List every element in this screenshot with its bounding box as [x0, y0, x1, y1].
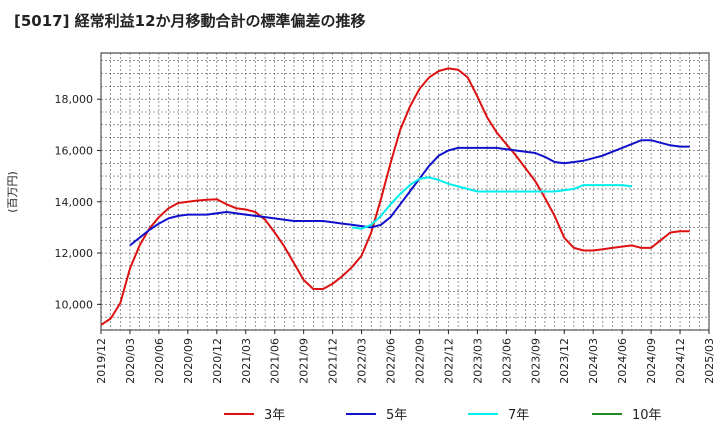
- legend-label: 10年: [632, 408, 662, 423]
- x-tick-label: 2020/12: [211, 338, 224, 384]
- x-tick-label: 2023/09: [529, 338, 542, 384]
- legend: 3年 5年 7年 10年: [224, 408, 662, 423]
- x-tick-label: 2023/03: [471, 338, 484, 384]
- x-tick-label: 2022/12: [442, 338, 455, 384]
- y-tick-label: 18,000: [55, 93, 94, 106]
- x-tick-label: 2025/03: [703, 338, 716, 384]
- plot-area: [100, 52, 710, 331]
- series-lines: [100, 67, 690, 326]
- x-tick-label: 2021/12: [327, 338, 340, 384]
- x-tick-label: 2023/12: [558, 338, 571, 384]
- x-tick-label: 2024/03: [587, 338, 600, 384]
- x-tick-label: 2024/12: [674, 338, 687, 384]
- y-tick-label: 10,000: [55, 298, 94, 311]
- x-tick-label: 2022/06: [385, 338, 398, 384]
- y-axis-ticks: 10,000 12,000 14,000 16,000 18,000: [55, 93, 101, 311]
- legend-label: 7年: [508, 408, 529, 423]
- y-tick-label: 14,000: [55, 196, 94, 209]
- y-tick-label: 16,000: [55, 144, 94, 157]
- x-axis-ticks: 2019/12 2020/03 2020/06 2020/09 2020/12 2021/…: [95, 330, 716, 384]
- x-tick-label: 2022/09: [413, 338, 426, 384]
- x-tick-label: 2024/09: [645, 338, 658, 384]
- grid-lines: [100, 53, 710, 331]
- y-tick-label: 12,000: [55, 247, 94, 260]
- x-tick-label: 2019/12: [95, 338, 108, 384]
- legend-label: 3年: [264, 408, 285, 423]
- x-tick-label: 2024/06: [616, 338, 629, 384]
- series-line-2: [351, 176, 632, 230]
- x-tick-label: 2021/06: [269, 338, 282, 384]
- x-tick-label: 2021/09: [298, 338, 311, 384]
- x-tick-label: 2020/09: [182, 338, 195, 384]
- legend-label: 5年: [386, 408, 407, 423]
- chart-title: [5017] 経常利益12か月移動合計の標準偏差の推移: [14, 12, 366, 30]
- x-tick-label: 2022/03: [356, 338, 369, 384]
- series-line-0: [100, 67, 690, 326]
- y-axis-label: (百万円): [6, 171, 19, 213]
- x-tick-label: 2020/03: [124, 338, 137, 384]
- series-line-1: [129, 139, 690, 247]
- x-tick-label: 2023/06: [500, 338, 513, 384]
- x-tick-label: 2020/06: [153, 338, 166, 384]
- x-tick-label: 2021/03: [240, 338, 253, 384]
